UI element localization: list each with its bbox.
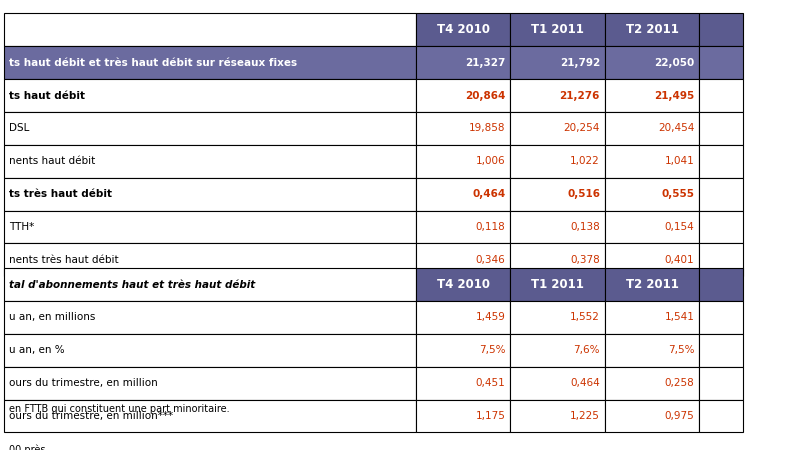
Text: T4 2010: T4 2010 xyxy=(437,23,490,36)
Text: 0,451: 0,451 xyxy=(476,378,506,388)
Text: 0,555: 0,555 xyxy=(662,189,694,199)
Text: 0,154: 0,154 xyxy=(665,222,694,232)
Text: 7,5%: 7,5% xyxy=(668,345,694,356)
Text: 0,258: 0,258 xyxy=(665,378,694,388)
Text: 0,401: 0,401 xyxy=(665,255,694,265)
Text: 21,495: 21,495 xyxy=(654,90,694,101)
Text: 1,022: 1,022 xyxy=(570,156,600,166)
Text: u an, en %: u an, en % xyxy=(9,345,65,356)
Text: TTH*: TTH* xyxy=(9,222,34,232)
Text: nents haut débit: nents haut débit xyxy=(9,156,95,166)
Text: T2 2011: T2 2011 xyxy=(626,23,678,36)
Text: ts très haut débit: ts très haut débit xyxy=(9,189,112,199)
Text: 0,464: 0,464 xyxy=(570,378,600,388)
Text: 20,864: 20,864 xyxy=(466,90,506,101)
Text: nents très haut débit: nents très haut débit xyxy=(9,255,118,265)
Text: ts haut débit et très haut débit sur réseaux fixes: ts haut débit et très haut débit sur rés… xyxy=(9,58,297,68)
Text: 1,006: 1,006 xyxy=(476,156,506,166)
Text: T2 2011: T2 2011 xyxy=(626,278,678,291)
Text: 7,6%: 7,6% xyxy=(574,345,600,356)
Text: T1 2011: T1 2011 xyxy=(531,23,584,36)
Text: 00 près: 00 près xyxy=(9,445,46,450)
Text: en FTTB qui constituent une part minoritaire.: en FTTB qui constituent une part minorit… xyxy=(9,405,230,414)
Text: 1,459: 1,459 xyxy=(476,312,506,323)
Text: 20,254: 20,254 xyxy=(564,123,600,134)
Text: 21,792: 21,792 xyxy=(560,58,600,68)
Text: 22,050: 22,050 xyxy=(654,58,694,68)
Text: ours du trimestre, en million***: ours du trimestre, en million*** xyxy=(9,411,173,421)
Text: 0,975: 0,975 xyxy=(665,411,694,421)
Text: u an, en millions: u an, en millions xyxy=(9,312,95,323)
Text: 21,276: 21,276 xyxy=(560,90,600,101)
Text: tal d'abonnements haut et très haut débit: tal d'abonnements haut et très haut débi… xyxy=(9,279,255,290)
Text: 0,378: 0,378 xyxy=(570,255,600,265)
Text: 1,175: 1,175 xyxy=(476,411,506,421)
Text: 19,858: 19,858 xyxy=(469,123,506,134)
Text: 1,552: 1,552 xyxy=(570,312,600,323)
Text: 21,327: 21,327 xyxy=(466,58,506,68)
Text: 20,454: 20,454 xyxy=(658,123,694,134)
Text: 0,138: 0,138 xyxy=(570,222,600,232)
Text: 0,118: 0,118 xyxy=(476,222,506,232)
Text: ours du trimestre, en million: ours du trimestre, en million xyxy=(9,378,158,388)
Text: 0,464: 0,464 xyxy=(472,189,506,199)
Text: 1,541: 1,541 xyxy=(665,312,694,323)
Text: DSL: DSL xyxy=(9,123,29,134)
Text: 0,516: 0,516 xyxy=(567,189,600,199)
Text: 7,5%: 7,5% xyxy=(479,345,506,356)
Text: 1,225: 1,225 xyxy=(570,411,600,421)
Text: 1,041: 1,041 xyxy=(665,156,694,166)
Text: T4 2010: T4 2010 xyxy=(437,278,490,291)
Text: 0,346: 0,346 xyxy=(476,255,506,265)
Text: ts haut débit: ts haut débit xyxy=(9,90,85,101)
Text: T1 2011: T1 2011 xyxy=(531,278,584,291)
